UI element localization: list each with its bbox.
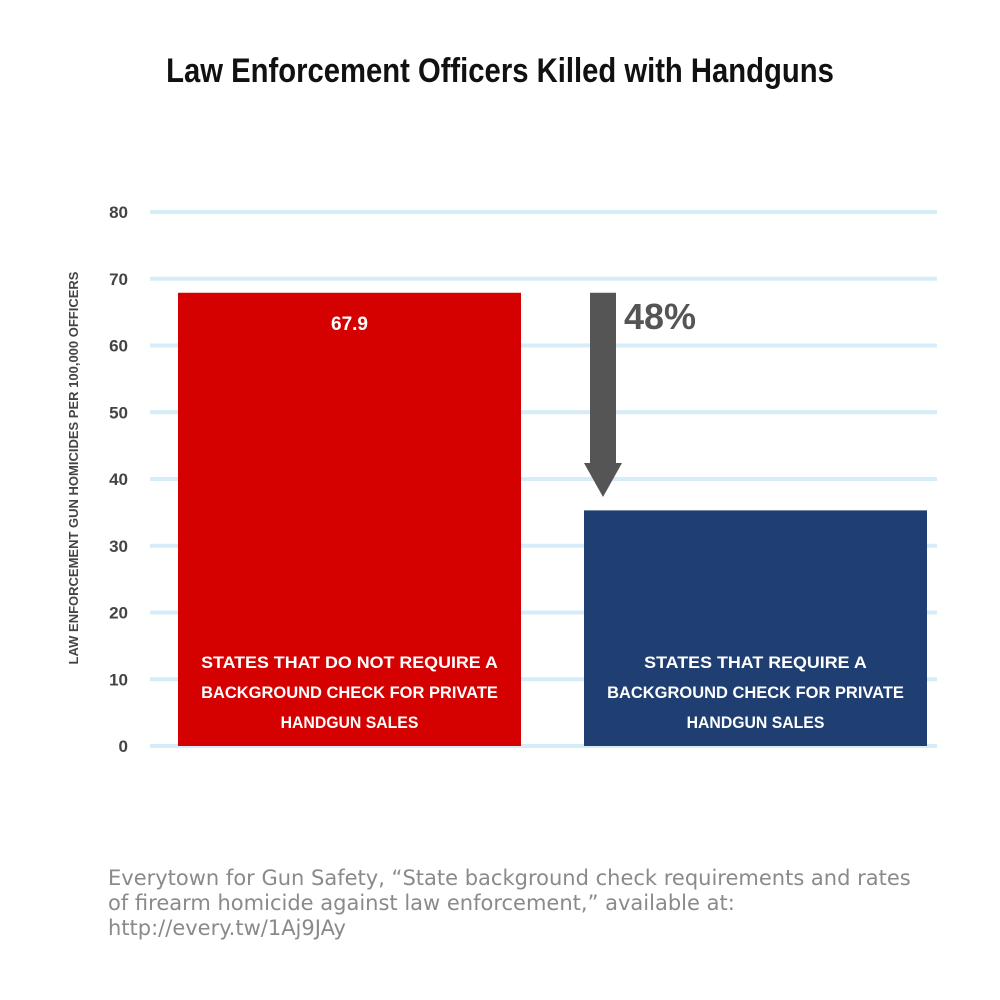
bar-category-label: STATES THAT REQUIRE A: [644, 653, 867, 672]
y-tick-label: 10: [109, 670, 128, 689]
y-axis-ticks: 0 10 20 30 40 50 60 70 80: [109, 203, 128, 756]
y-tick-label: 20: [109, 604, 128, 623]
y-tick-label: 50: [109, 403, 128, 422]
bar-category-label: BACKGROUND CHECK FOR PRIVATE: [607, 683, 904, 702]
change-annotation: 48%: [584, 292, 696, 497]
bar-value-label: 67.9: [331, 314, 368, 335]
bar-category-label: BACKGROUND CHECK FOR PRIVATE: [201, 683, 498, 702]
y-axis-label: LAW ENFORCEMENT GUN HOMICIDES PER 100,00…: [66, 271, 81, 664]
y-tick-label: 70: [109, 270, 128, 289]
y-tick-label: 40: [109, 470, 128, 489]
bar: [178, 292, 521, 746]
arrow-head: [584, 463, 622, 497]
arrow-shaft: [590, 292, 616, 463]
chart-title: Law Enforcement Officers Killed with Han…: [166, 52, 834, 90]
y-tick-label: 0: [119, 737, 128, 756]
bars: 67.9 STATES THAT DO NOT REQUIRE A BACKGROU…: [178, 292, 927, 746]
source-citation: Everytown for Gun Safety, “State backgro…: [108, 866, 968, 941]
y-tick-label: 60: [109, 337, 128, 356]
y-tick-label: 80: [109, 203, 128, 222]
source-line: http://every.tw/1Aj9JAy: [108, 916, 346, 940]
bar: [584, 510, 927, 746]
source-line: of firearm homicide against law enforcem…: [108, 891, 735, 915]
bar-category-label: STATES THAT DO NOT REQUIRE A: [201, 653, 498, 672]
bar-category-label: HANDGUN SALES: [281, 713, 419, 732]
percent-change-label: 48%: [624, 296, 696, 337]
bar-category-label: HANDGUN SALES: [687, 713, 825, 732]
source-line: Everytown for Gun Safety, “State backgro…: [108, 866, 911, 890]
y-tick-label: 30: [109, 537, 128, 556]
